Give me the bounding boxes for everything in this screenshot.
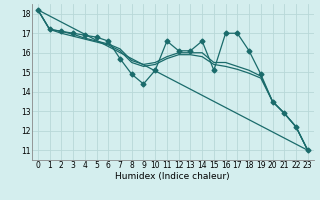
X-axis label: Humidex (Indice chaleur): Humidex (Indice chaleur) bbox=[116, 172, 230, 181]
